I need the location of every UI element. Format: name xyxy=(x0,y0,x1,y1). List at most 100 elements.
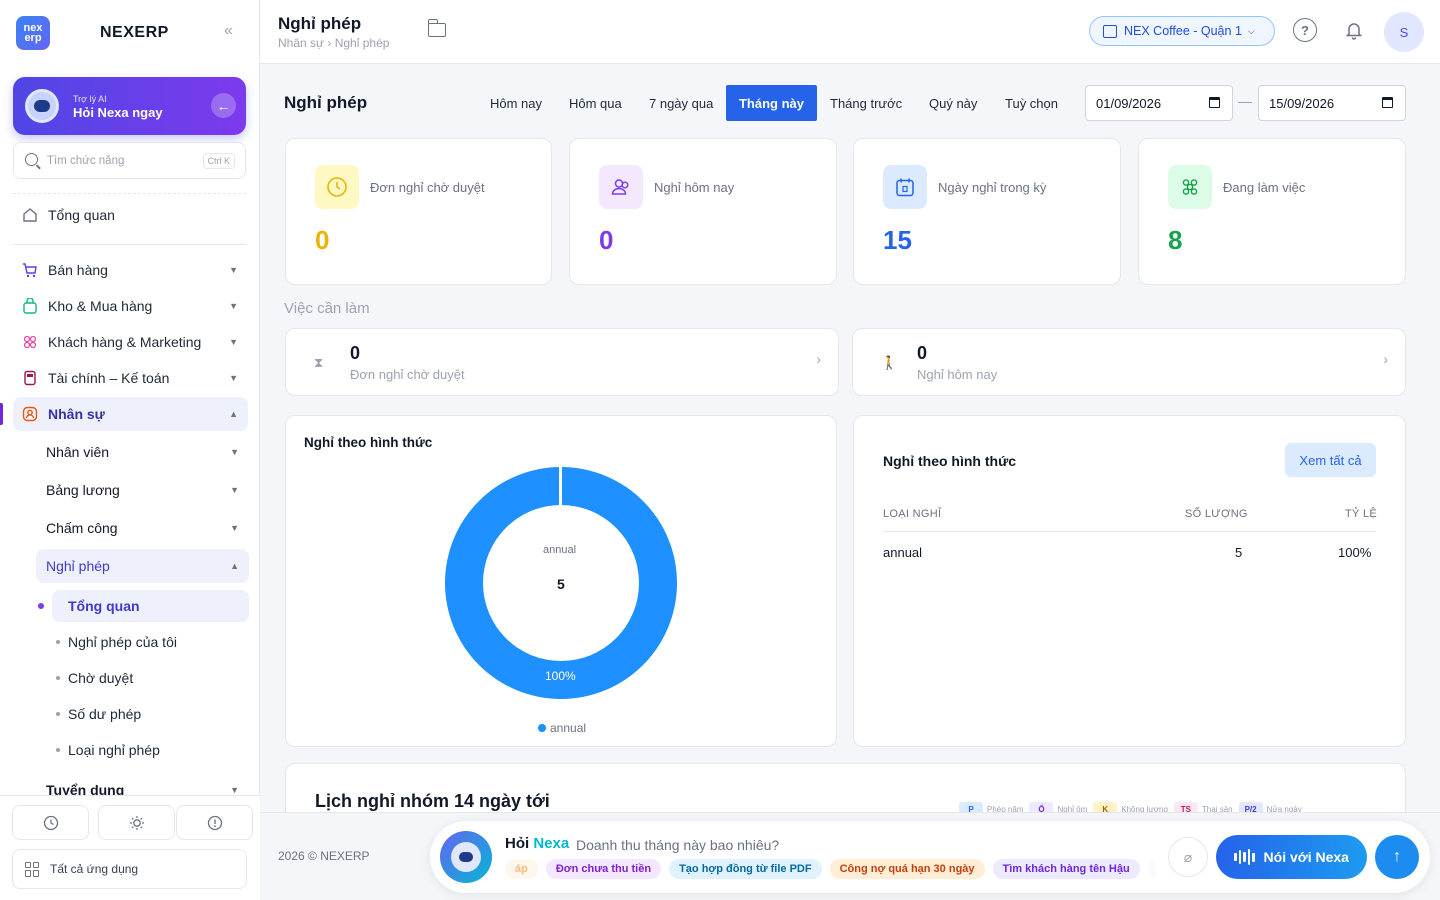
calculator-icon xyxy=(21,369,39,387)
alert-button[interactable] xyxy=(176,805,253,840)
bullet xyxy=(56,712,60,716)
app-logo[interactable]: nex erp xyxy=(16,16,50,50)
active-dot xyxy=(38,603,44,609)
sidebar-item-attendance[interactable]: Chấm công ▼ xyxy=(36,511,249,545)
suggestion-pill[interactable]: Do xyxy=(1147,859,1155,879)
footer: 2026 © NEXERP Hỏi Nexa Doanh thu tháng n… xyxy=(260,812,1440,900)
column-header-ratio[interactable]: TỶ LỆ xyxy=(1345,508,1378,520)
range-yesterday[interactable]: Hôm qua xyxy=(569,95,622,111)
sidebar-item-my-leave[interactable]: Nghỉ phép của tôi xyxy=(68,634,177,650)
send-arrow-icon[interactable]: ↑ xyxy=(1375,835,1419,879)
chevron-up-icon: ▲ xyxy=(230,561,239,571)
chart-legend[interactable]: annual xyxy=(538,721,586,735)
sidebar-item-leave[interactable]: Nghỉ phép ▲ xyxy=(36,549,249,583)
suggestion-pill[interactable]: Công nợ quá hạn 30 ngày xyxy=(829,859,985,879)
kpi-pending-leave[interactable]: Đơn nghỉ chờ duyệt 0 xyxy=(285,138,552,285)
range-this-month[interactable]: Tháng này xyxy=(726,85,817,121)
sidebar-item-label: Chấm công xyxy=(46,520,118,536)
suggestion-pill[interactable]: Tìm khách hàng tên Hậu xyxy=(992,859,1140,879)
header-title: Nghỉ phép xyxy=(278,14,362,33)
voice-wave-icon xyxy=(1234,849,1255,865)
kpi-label: Đơn nghỉ chờ duyệt xyxy=(370,180,485,195)
date-to-input[interactable]: 15/09/2026 xyxy=(1258,85,1406,121)
folder-icon[interactable] xyxy=(427,19,446,37)
breadcrumb[interactable]: Nhân sự › Nghỉ phép xyxy=(278,36,390,50)
attach-icon[interactable]: ⌀ xyxy=(1168,837,1208,877)
suggestion-pill[interactable]: Đơn chưa thu tiền xyxy=(545,859,662,879)
chevron-down-icon: ▼ xyxy=(229,301,238,311)
ai-assistant-card[interactable]: Trợ lý AI Hỏi Nexa ngay ← xyxy=(13,77,246,135)
sidebar-item-overview[interactable]: Tổng quan xyxy=(13,198,248,232)
store-selector[interactable]: NEX Coffee - Quận 1 ⌵ xyxy=(1089,16,1275,46)
feature-search-input[interactable]: Tìm chức năng Ctrl K xyxy=(13,142,246,179)
calendar-icon[interactable] xyxy=(1209,97,1220,108)
kpi-leave-today[interactable]: Nghỉ hôm nay 0 xyxy=(569,138,837,285)
ask-question-input[interactable]: Doanh thu tháng này bao nhiêu? xyxy=(576,837,780,853)
talk-to-nexa-button[interactable]: Nói với Nexa xyxy=(1216,835,1367,879)
date-from-input[interactable]: 01/09/2026 xyxy=(1085,85,1233,121)
bell-icon[interactable] xyxy=(1342,18,1366,42)
sidebar-item-leave-overview[interactable]: Tổng quan xyxy=(52,590,249,622)
collapse-sidebar-icon[interactable]: « xyxy=(224,22,233,39)
calendar-icon[interactable] xyxy=(1382,97,1393,108)
kpi-working[interactable]: Đang làm việc 8 xyxy=(1138,138,1406,285)
see-all-button[interactable]: Xem tất cả xyxy=(1285,443,1376,477)
kpi-value: 15 xyxy=(883,225,912,255)
sidebar-item-employees[interactable]: Nhân viên ▼ xyxy=(36,435,249,469)
sidebar-item-sales[interactable]: Bán hàng ▼ xyxy=(13,253,248,287)
todo-pending-leave[interactable]: ⧗ 0 Đơn nghỉ chờ duyệt › xyxy=(285,328,839,396)
history-button[interactable] xyxy=(12,805,89,840)
sidebar: nex erp NEXERP « Trợ lý AI Hỏi Nexa ngay… xyxy=(0,0,260,900)
todo-label: Đơn nghỉ chờ duyệt xyxy=(350,367,465,382)
range-custom[interactable]: Tuỳ chọn xyxy=(1005,95,1058,111)
range-today[interactable]: Hôm nay xyxy=(490,95,543,111)
all-apps-button[interactable]: Tất cả ứng dụng xyxy=(12,849,247,889)
legend-label: Nửa ngày xyxy=(1266,804,1302,814)
chevron-down-icon: ▼ xyxy=(230,523,239,533)
sidebar-item-leave-balance[interactable]: Số dư phép xyxy=(68,706,142,722)
theme-button[interactable] xyxy=(98,805,175,840)
ask-nexa-bar[interactable]: Hỏi Nexa Doanh thu tháng này bao nhiêu? … xyxy=(430,821,1430,893)
range-7-days[interactable]: 7 ngày qua xyxy=(649,95,714,111)
arrow-left-icon[interactable]: ← xyxy=(211,93,236,118)
suggestion-pill[interactable]: áp xyxy=(505,859,538,879)
todo-value: 0 xyxy=(350,343,361,363)
range-this-quarter[interactable]: Quý này xyxy=(929,95,978,111)
range-last-month[interactable]: Tháng trước xyxy=(830,95,903,111)
ai-card-title: Hỏi Nexa ngay xyxy=(73,105,163,120)
store-name: NEX Coffee - Quận 1 xyxy=(1124,24,1242,38)
sidebar-item-inventory[interactable]: Kho & Mua hàng ▼ xyxy=(13,289,248,323)
chevron-right-icon: › xyxy=(816,351,821,367)
kpi-label: Ngày nghỉ trong kỳ xyxy=(938,180,1047,195)
column-header-count[interactable]: SỐ LƯỢNG xyxy=(1185,508,1248,520)
sidebar-item-crm[interactable]: Khách hàng & Marketing ▼ xyxy=(13,325,248,359)
kpi-days-in-period[interactable]: Ngày nghỉ trong kỳ 15 xyxy=(853,138,1121,285)
slice-percent-label: 100% xyxy=(545,669,576,683)
calendar-icon xyxy=(883,165,927,209)
sidebar-item-payroll[interactable]: Bảng lương ▼ xyxy=(36,473,249,507)
column-header-type[interactable]: LOẠI NGHỈ xyxy=(883,508,942,520)
sidebar-item-pending[interactable]: Chờ duyệt xyxy=(68,670,134,686)
sidebar-item-hr[interactable]: Nhân sự ▲ xyxy=(13,397,248,431)
sidebar-item-recruitment[interactable]: Tuyển dụng ▼ xyxy=(36,773,249,795)
chevron-down-icon: ⌵ xyxy=(1247,25,1255,36)
help-icon[interactable]: ? xyxy=(1293,18,1317,42)
sidebar-item-finance[interactable]: Tài chính – Kế toán ▼ xyxy=(13,361,248,395)
apps-grid-icon xyxy=(25,861,40,877)
legend-label: annual xyxy=(550,721,587,735)
sidebar-item-leave-types[interactable]: Loại nghỉ phép xyxy=(68,742,160,758)
sidebar-item-label: Bảng lương xyxy=(46,482,120,498)
user-avatar[interactable]: S xyxy=(1384,12,1424,52)
chevron-down-icon: ▼ xyxy=(230,485,239,495)
sidebar-item-label: Tài chính – Kế toán xyxy=(48,370,170,386)
chevron-down-icon: ▼ xyxy=(229,337,238,347)
todo-leave-today[interactable]: 🚶 0 Nghỉ hôm nay › xyxy=(852,328,1406,396)
ai-card-subtitle: Trợ lý AI xyxy=(73,94,107,104)
suggestion-pill[interactable]: Tạo hợp đồng từ file PDF xyxy=(669,859,822,879)
todo-label: Nghỉ hôm nay xyxy=(917,367,998,382)
leave-type-chart-card: Nghỉ theo hình thức annual 5 100% annual xyxy=(285,415,837,747)
cell-ratio: 100% xyxy=(1338,545,1372,560)
robot-icon xyxy=(25,89,59,123)
chevron-down-icon: ▼ xyxy=(229,373,238,383)
donut-chart[interactable] xyxy=(445,467,677,699)
